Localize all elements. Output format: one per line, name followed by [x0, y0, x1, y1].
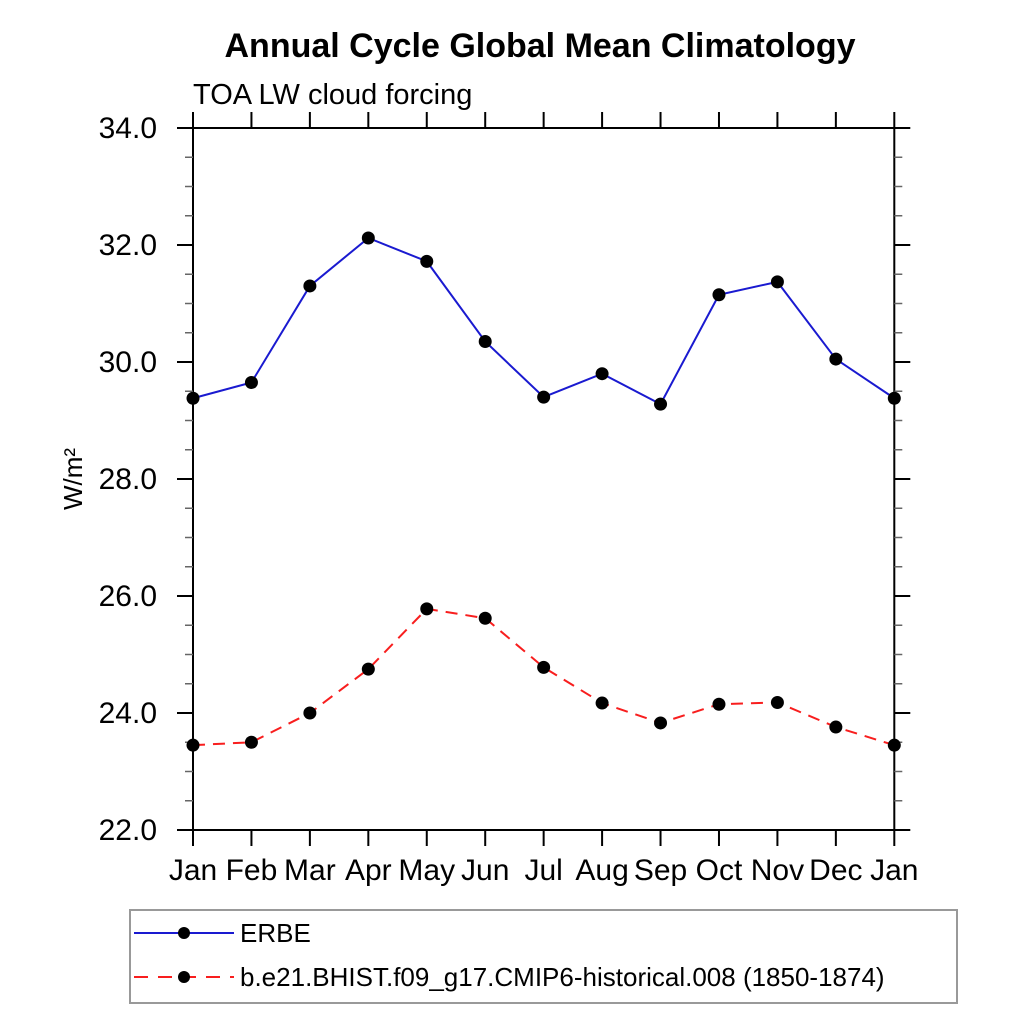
data-point: [361, 662, 375, 676]
data-point: [712, 288, 726, 302]
data-point: [537, 390, 551, 404]
legend-marker: [178, 927, 190, 939]
x-tick-label: May: [398, 854, 455, 887]
x-tick-label: Jun: [461, 854, 509, 887]
data-point: [770, 275, 784, 289]
x-tick-label: Aug: [575, 854, 628, 887]
data-point: [770, 695, 784, 709]
data-point: [420, 254, 434, 268]
x-tick-label: Jan: [169, 854, 217, 887]
y-tick-label: 26.0: [99, 580, 157, 613]
data-point: [712, 697, 726, 711]
data-point: [887, 738, 901, 752]
series-erbe: [186, 231, 901, 411]
data-point: [654, 397, 668, 411]
data-point: [186, 391, 200, 405]
axes: Jan Feb Mar Apr May Jun Jul Aug Sep Oct Nov Dec Jan2…: [99, 112, 918, 887]
y-tick-label: 34.0: [99, 112, 157, 145]
data-point: [887, 391, 901, 405]
x-tick-label: Sep: [634, 854, 687, 887]
legend-label: ERBE: [240, 918, 311, 948]
plot-frame: [192, 127, 896, 831]
y-axis-label: W/m²: [58, 448, 88, 510]
x-tick-label: Dec: [809, 854, 862, 887]
x-tick-label: Feb: [226, 854, 278, 887]
series-line: [192, 607, 895, 747]
legend-label: b.e21.BHIST.f09_g17.CMIP6-historical.008…: [240, 962, 885, 992]
x-tick-label: Jul: [524, 854, 562, 887]
data-point: [654, 716, 668, 730]
x-tick-label: Oct: [696, 854, 743, 887]
data-point: [420, 602, 434, 616]
data-point: [829, 720, 843, 734]
data-point: [244, 375, 258, 389]
chart-title: Annual Cycle Global Mean Climatology: [225, 27, 856, 65]
data-point: [478, 335, 492, 349]
series-model: [186, 602, 901, 752]
legend-entry: b.e21.BHIST.f09_g17.CMIP6-historical.008…: [134, 962, 885, 992]
data-point: [595, 367, 609, 381]
legend: ERBE b.e21.BHIST.f09_g17.CMIP6-historical…: [129, 909, 958, 1004]
data-point: [829, 352, 843, 366]
legend-entry: ERBE: [134, 918, 311, 948]
y-tick-label: 28.0: [99, 463, 157, 496]
data-point: [303, 706, 317, 720]
legend-marker: [178, 971, 190, 983]
data-point: [244, 735, 258, 749]
x-tick-label: Nov: [751, 854, 804, 887]
data-point: [537, 660, 551, 674]
y-tick-label: 30.0: [99, 346, 157, 379]
data-point: [361, 231, 375, 245]
y-tick-label: 22.0: [99, 814, 157, 847]
series: [186, 231, 901, 752]
data-point: [478, 611, 492, 625]
x-tick-label: Jan: [870, 854, 918, 887]
y-tick-label: 24.0: [99, 697, 157, 730]
series-line: [192, 236, 895, 406]
x-tick-label: Apr: [345, 854, 392, 887]
data-point: [186, 738, 200, 752]
data-point: [303, 279, 317, 293]
chart-subtitle: TOA LW cloud forcing: [193, 79, 472, 111]
legend-box: [129, 909, 958, 1004]
x-tick-label: Mar: [284, 854, 336, 887]
data-point: [595, 696, 609, 710]
y-tick-label: 32.0: [99, 229, 157, 262]
